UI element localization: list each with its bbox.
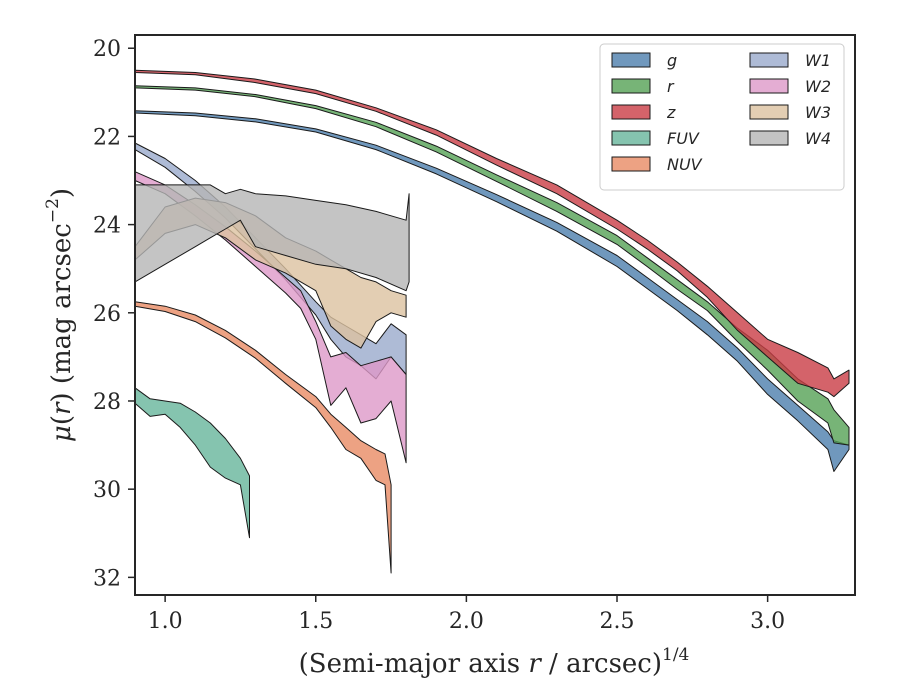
legend-swatch-z (611, 104, 651, 120)
legend-label-w4: W4 (805, 129, 831, 148)
series-band-r (134, 85, 850, 446)
legend-label-nuv: NUV (667, 155, 703, 174)
y-tick-label: 32 (93, 566, 121, 591)
plot-frame (134, 34, 856, 596)
legend-swatch-nuv (611, 156, 651, 172)
y-tick-label: 24 (93, 214, 121, 239)
legend-label-z: z (666, 103, 676, 122)
legend-swatch-w4 (749, 130, 789, 146)
y-tick-label: 26 (93, 302, 121, 327)
legend-swatch-w2 (749, 78, 789, 94)
legend-label-w3: W3 (805, 103, 831, 122)
series-layer (134, 69, 850, 574)
legend-label-w1: W1 (805, 51, 831, 70)
x-tick-label: 2.0 (449, 609, 484, 634)
legend-swatch-r (611, 78, 651, 94)
legend-label-r: r (667, 77, 675, 96)
y-axis-label: μ(r) (mag arcsec−2) (43, 188, 77, 442)
x-tick-label: 1.0 (148, 609, 183, 634)
series-band-nuv (134, 301, 392, 574)
x-tick-label: 2.5 (600, 609, 635, 634)
legend-swatch-fuv (611, 130, 651, 146)
legend-label-w2: W2 (805, 77, 831, 96)
legend-label-fuv: FUV (667, 129, 700, 148)
legend-swatch-w3 (749, 104, 789, 120)
series-band-w4 (134, 184, 410, 292)
legend-swatch-g (611, 52, 651, 68)
y-tick-label: 28 (93, 390, 121, 415)
x-axis-label: (Semi-major axis r / arcsec)1/4 (299, 645, 690, 679)
y-axis: 20 22 24 26 28 30 32 (93, 37, 135, 591)
series-band-fuv (134, 387, 250, 539)
legend-label-g: g (667, 51, 677, 70)
legend-swatch-w1 (749, 52, 789, 68)
y-tick-label: 22 (93, 125, 121, 150)
x-tick-label: 3.0 (750, 609, 785, 634)
y-tick-label: 30 (93, 478, 121, 503)
series-band-g (134, 110, 850, 472)
series-band-z (134, 69, 850, 398)
y-tick-label: 20 (93, 37, 121, 62)
x-axis: 1.0 1.5 2.0 2.5 3.0 (148, 595, 785, 634)
x-tick-label: 1.5 (298, 609, 333, 634)
legend: grz FUV NUV W1 W2 W3 W4 (599, 43, 845, 191)
